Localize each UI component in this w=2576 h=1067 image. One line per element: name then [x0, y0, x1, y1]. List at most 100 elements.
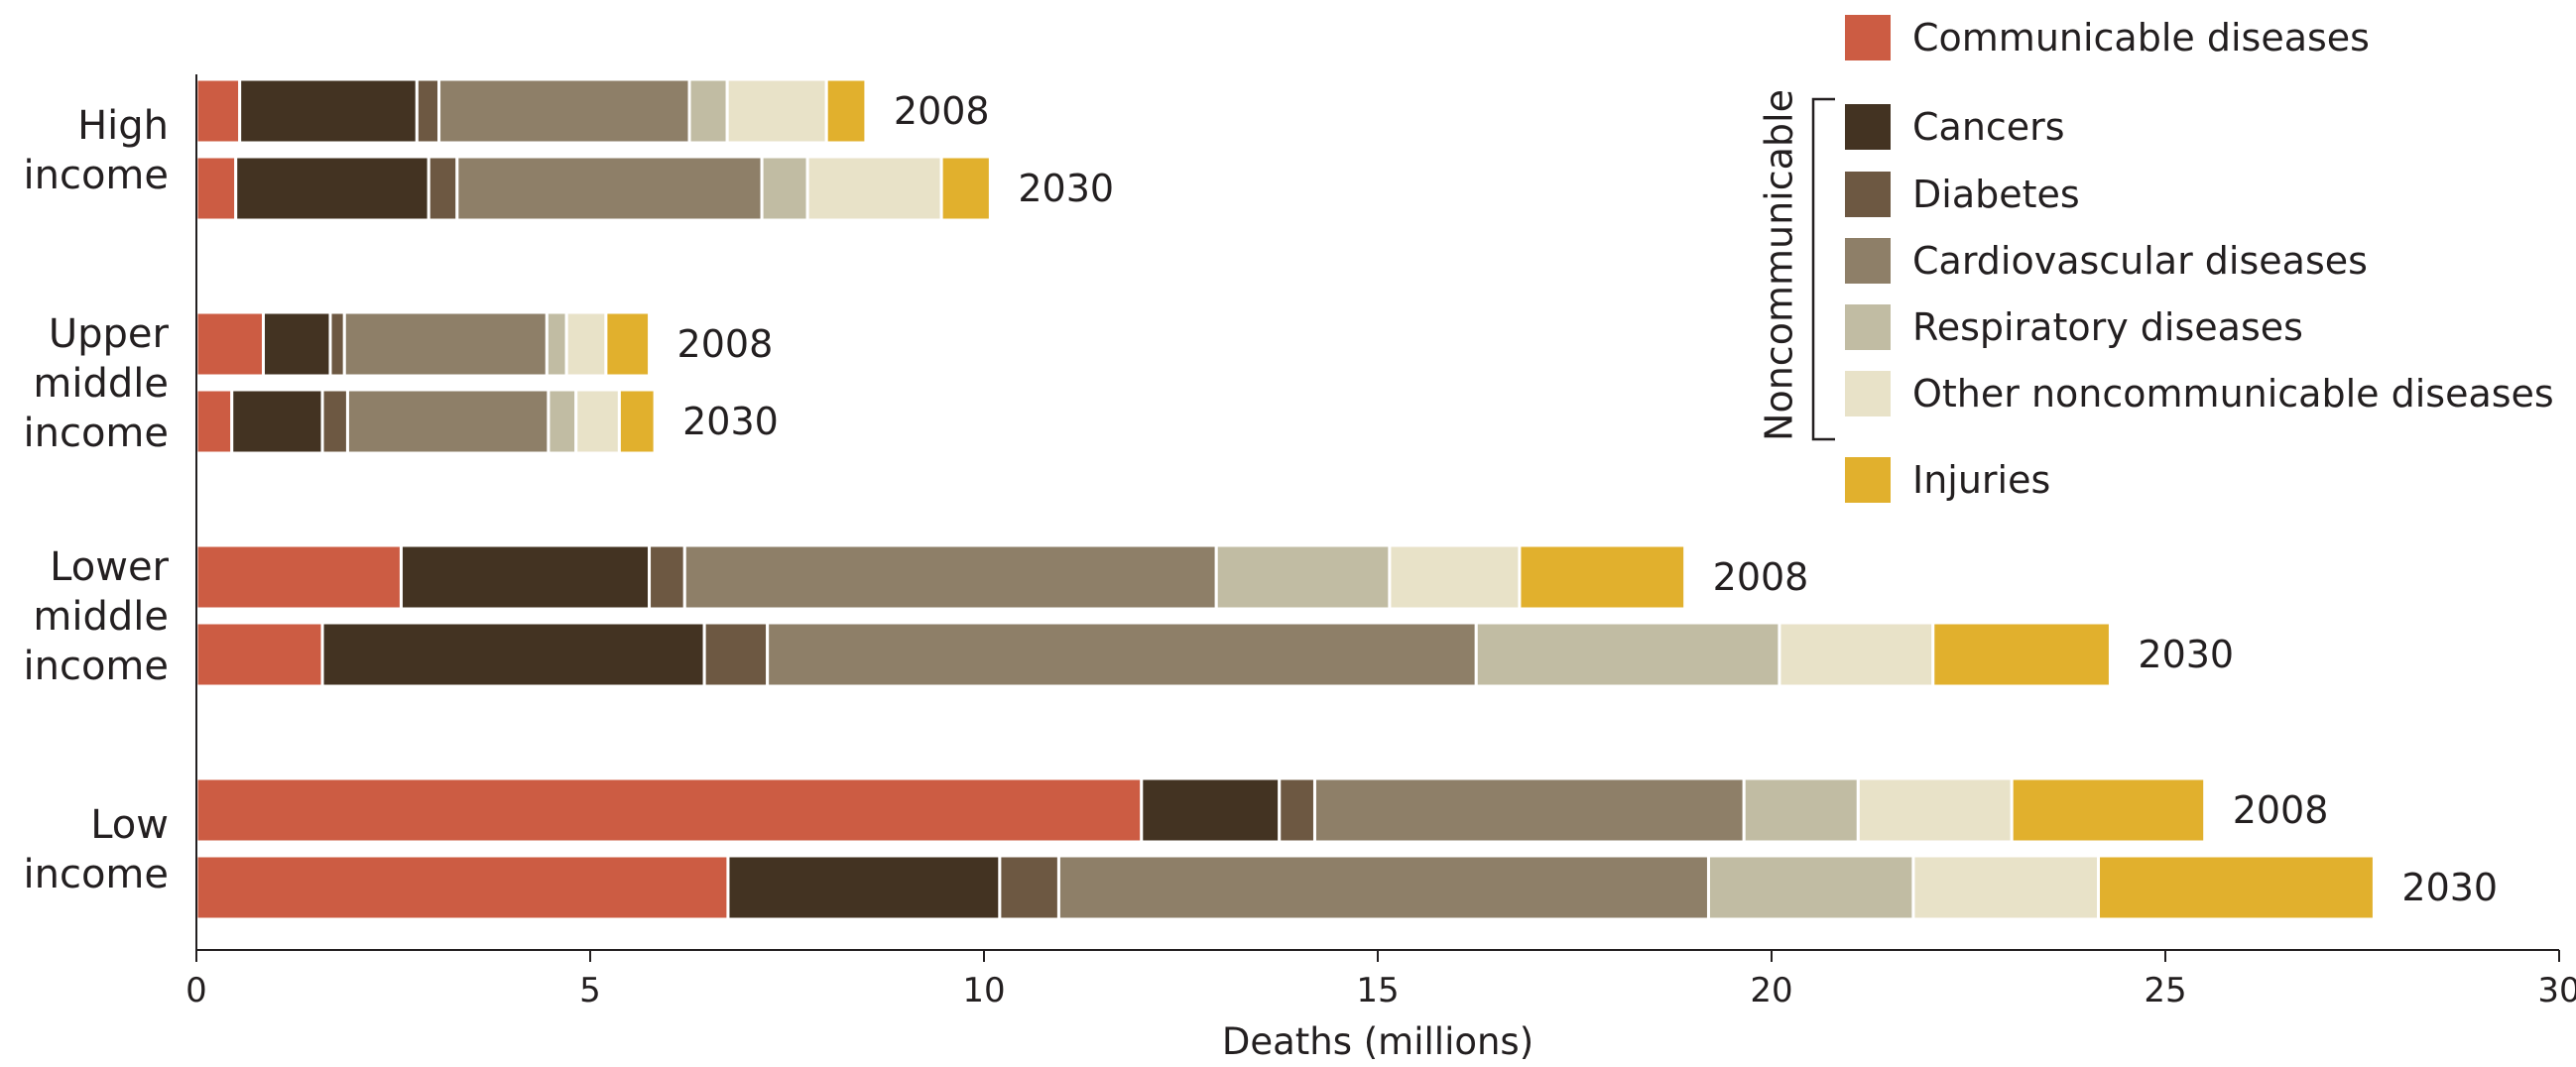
bar-segment — [760, 155, 809, 222]
x-axis: Deaths (millions) 0 5 10 15 20 25 30 — [185, 74, 2576, 1063]
legend-swatch — [1845, 304, 1891, 350]
bar-segment — [1706, 854, 1915, 921]
bar-segment — [1778, 621, 1935, 688]
bar-segment — [1911, 854, 2101, 921]
x-tick-label: 15 — [1356, 971, 1399, 1010]
bar-segment — [320, 621, 706, 688]
category-label: middle — [33, 594, 169, 640]
bar-segment — [725, 77, 828, 145]
bar-segment — [1140, 776, 1282, 844]
bar-segment — [604, 310, 652, 378]
bar-segment — [648, 543, 686, 611]
category-label: income — [23, 644, 169, 689]
bar-segment — [564, 310, 608, 378]
category-label: Upper — [49, 311, 170, 357]
bar-segment — [702, 621, 770, 688]
bar-segment — [437, 77, 691, 145]
category-label: income — [23, 852, 169, 897]
year-label: 2030 — [2401, 866, 2498, 909]
bar-segment — [194, 776, 1144, 844]
legend-swatch — [1845, 104, 1891, 150]
x-tick-label: 25 — [2144, 971, 2186, 1010]
legend-label: Injuries — [1912, 458, 2050, 502]
bar-segment — [726, 854, 1002, 921]
bar-segment — [805, 155, 943, 222]
bar-segment — [1742, 776, 1860, 844]
bars-layer — [194, 77, 2376, 921]
bar-segment — [194, 543, 403, 611]
bar-segment — [1856, 776, 2014, 844]
bar-segment — [345, 388, 551, 455]
category-label: Lower — [50, 544, 169, 590]
bar-segment — [194, 77, 242, 145]
bar-segment — [234, 155, 430, 222]
legend-label: Cardiovascular diseases — [1912, 239, 2368, 283]
bar-segment — [194, 310, 265, 378]
bar-segment — [230, 388, 324, 455]
bar-segment — [1474, 621, 1781, 688]
legend-label: Other noncommunicable diseases — [1912, 372, 2554, 415]
bar-segment — [238, 77, 419, 145]
bar-segment — [547, 388, 578, 455]
bar-segment — [194, 388, 234, 455]
bar-segment — [545, 310, 568, 378]
bar-segment — [194, 621, 324, 688]
legend-swatch — [1845, 371, 1891, 416]
bar-segment — [399, 543, 652, 611]
legend-swatch — [1845, 457, 1891, 503]
x-tick-label: 30 — [2537, 971, 2576, 1010]
bar-segment — [194, 854, 730, 921]
bar-segment — [617, 388, 657, 455]
bar-segment — [1931, 621, 2112, 688]
legend-swatch — [1845, 238, 1891, 284]
bar-segment — [1056, 854, 1710, 921]
legend-label: Cancers — [1912, 105, 2065, 149]
year-label: 2030 — [682, 400, 779, 443]
bar-segment — [939, 155, 992, 222]
bar-segment — [766, 621, 1478, 688]
legend-swatch — [1845, 15, 1891, 60]
legend-label: Diabetes — [1912, 173, 2080, 216]
bar-segment — [687, 77, 729, 145]
bar-segment — [998, 854, 1060, 921]
year-label: 2008 — [1713, 555, 1809, 599]
x-tick-label: 5 — [579, 971, 601, 1010]
legend-swatch — [1845, 172, 1891, 217]
bar-segment — [415, 77, 441, 145]
bar-segment — [328, 310, 346, 378]
year-label: 2008 — [894, 89, 990, 133]
bar-segment — [1214, 543, 1392, 611]
bar-segment — [1312, 776, 1746, 844]
legend-label: Respiratory diseases — [1912, 305, 2303, 349]
x-tick-label: 10 — [962, 971, 1005, 1010]
bar-segment — [1388, 543, 1522, 611]
x-tick-label: 0 — [185, 971, 207, 1010]
year-label: 2030 — [1018, 167, 1114, 210]
bar-segment — [2010, 776, 2207, 844]
bar-segment — [1518, 543, 1687, 611]
labels-layer: 20082030Highincome20082030Uppermiddleinc… — [23, 89, 2498, 909]
bar-segment — [2097, 854, 2376, 921]
bar-segment — [342, 310, 549, 378]
year-label: 2008 — [677, 322, 774, 366]
bar-segment — [824, 77, 868, 145]
legend-label: Communicable diseases — [1912, 16, 2370, 59]
year-label: 2008 — [2233, 788, 2329, 832]
bar-segment — [574, 388, 621, 455]
category-label: middle — [33, 361, 169, 407]
bar-segment — [455, 155, 764, 222]
category-label: income — [23, 153, 169, 198]
legend-group-label: Noncommunicable — [1758, 89, 1801, 441]
x-axis-title: Deaths (millions) — [1222, 1020, 1533, 1063]
bar-segment — [320, 388, 349, 455]
legend-bracket — [1811, 97, 1835, 441]
legend: Noncommunicable Communicable diseases Can… — [1758, 15, 2554, 503]
category-label: High — [77, 103, 169, 149]
year-label: 2030 — [2138, 633, 2234, 676]
category-label: Low — [90, 802, 169, 848]
x-tick-label: 20 — [1750, 971, 1792, 1010]
bar-segment — [427, 155, 459, 222]
bar-segment — [261, 310, 332, 378]
category-label: income — [23, 411, 169, 456]
